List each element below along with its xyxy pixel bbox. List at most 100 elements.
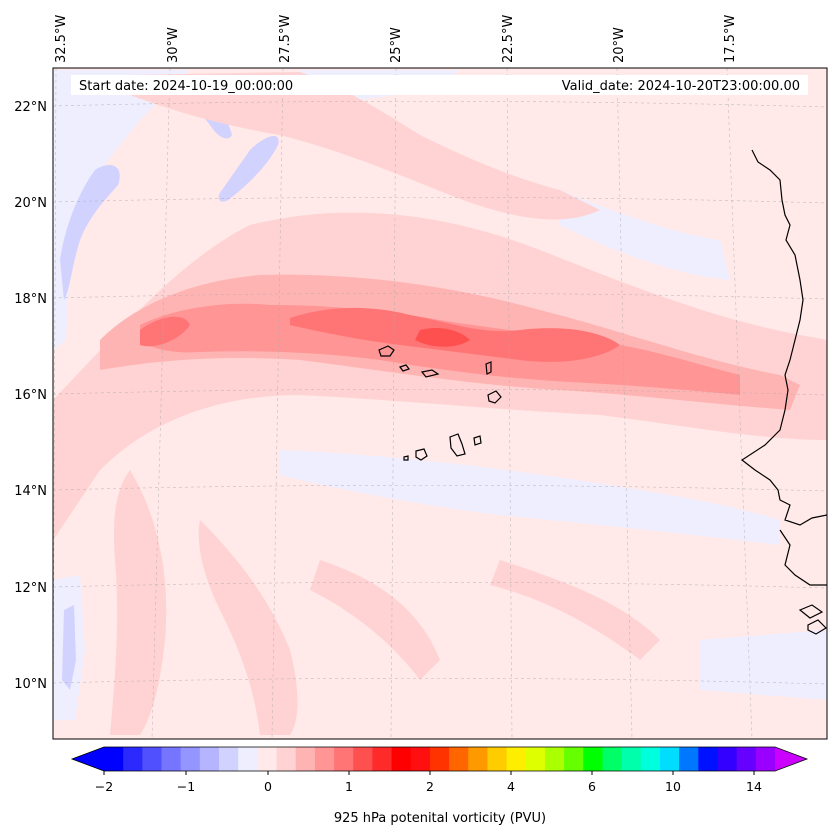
colorbar-bin <box>621 747 642 771</box>
colorbar-bin <box>353 747 373 771</box>
parallel-line <box>53 677 827 685</box>
colorbar-bin <box>199 747 220 771</box>
lat-label: 22°N <box>14 100 47 115</box>
pv-contour-light-pink <box>110 470 167 735</box>
meridian-line <box>151 68 171 739</box>
colorbar-bin <box>334 747 354 771</box>
colorbar-bin <box>142 747 162 771</box>
colorbar-bin <box>564 747 584 771</box>
pv-contour-core <box>415 328 470 347</box>
africa-coastline <box>798 604 824 619</box>
coastlines <box>378 149 827 635</box>
cb-tick-label: −1 <box>177 779 195 794</box>
colorbar-bin <box>123 747 143 771</box>
colorbar-bin <box>468 747 488 771</box>
cb-tick-label: −2 <box>95 779 113 794</box>
pv-contour-blue <box>218 135 279 202</box>
colorbar-bin <box>487 747 507 771</box>
cape-verde-island <box>378 345 395 357</box>
colorbar-bin <box>583 747 603 771</box>
colorbar-bin <box>736 747 757 771</box>
lat-label: 14°N <box>14 484 47 499</box>
cb-tick-label: 4 <box>507 779 515 794</box>
colorbar-bin <box>679 747 699 771</box>
lon-label: 32.5°W <box>54 15 69 63</box>
date-label-box <box>71 75 808 95</box>
cape-verde-island <box>420 369 440 378</box>
colorbar-bin <box>717 747 738 771</box>
colorbar-bin <box>391 747 412 771</box>
colorbar-bin <box>238 747 258 771</box>
cape-verde-island <box>487 390 502 404</box>
africa-coastline <box>807 619 827 635</box>
cape-verde-island <box>415 448 428 461</box>
lat-label: 18°N <box>14 292 47 307</box>
lon-label: 27.5°W <box>278 15 293 63</box>
lon-label: 17.5°W <box>723 15 738 63</box>
lat-label: 10°N <box>14 677 47 692</box>
colorbar-bin <box>295 747 316 771</box>
graticule <box>53 68 827 739</box>
cb-tick-label: 10 <box>665 779 681 794</box>
meridian-line <box>506 68 513 739</box>
cb-tick-label: 6 <box>588 779 596 794</box>
colorbar-bin <box>219 747 239 771</box>
parallel-line <box>53 196 827 204</box>
cb-tick-label: 2 <box>426 779 434 794</box>
colorbar-bin <box>410 747 431 771</box>
start-date-label: Start date: 2024-10-19_00:00:00 <box>79 79 293 94</box>
colorbar-bins <box>104 747 776 771</box>
colorbar-bin <box>104 747 124 771</box>
lon-label: 20°W <box>612 27 627 63</box>
meridian-line <box>271 68 284 739</box>
colorbar-under-arrow <box>72 747 104 771</box>
cape-verde-island <box>399 364 410 372</box>
pv-contour-light-blue <box>280 450 780 545</box>
colorbar-bin <box>276 747 297 771</box>
valid-date-label: Valid_date: 2024-10-20T23:00:00.00 <box>562 79 800 94</box>
colorbar-bin <box>314 747 335 771</box>
cape-verde-island <box>449 433 466 457</box>
parallel-line <box>53 100 827 108</box>
africa-coastline <box>740 149 827 526</box>
colorbar-over-arrow <box>775 747 807 771</box>
cape-verde-island <box>485 361 492 375</box>
pv-contour-light-pink <box>490 560 660 660</box>
parallel-line <box>53 292 827 300</box>
colorbar-bin <box>180 747 201 771</box>
colorbar-label: 925 hPa potenital vorticity (PVU) <box>334 811 546 826</box>
pv-contour-deep-red <box>140 316 190 347</box>
africa-coastline <box>779 529 827 586</box>
colorbar-bin <box>640 747 661 771</box>
lat-label: 12°N <box>14 581 47 596</box>
longitude-labels: 32.5°W 30°W 27.5°W 25°W 22.5°W 20°W 17.5… <box>54 15 738 63</box>
colorbar-bin <box>698 747 718 771</box>
pv-contour-light-pink <box>130 72 600 220</box>
lat-label: 20°N <box>14 196 47 211</box>
parallel-line <box>53 581 827 589</box>
latitude-labels: 22°N 20°N 18°N 16°N 14°N 12°N 10°N <box>14 100 47 692</box>
parallel-line <box>53 484 827 492</box>
cb-tick-label: 0 <box>264 779 272 794</box>
colorbar-bin <box>755 747 776 771</box>
colorbar: −2 −1 0 1 2 4 6 10 14 925 hPa potenital … <box>70 746 809 826</box>
meridian-line <box>616 68 633 739</box>
colorbar-bin <box>544 747 565 771</box>
lat-label: 16°N <box>14 388 47 403</box>
colorbar-bin <box>161 747 182 771</box>
map-frame <box>52 67 828 740</box>
lon-label: 22.5°W <box>501 15 516 63</box>
pv-contour-light-blue <box>700 630 827 700</box>
pv-contour-light-pink <box>310 560 440 680</box>
colorbar-ticks: −2 −1 0 1 2 4 6 10 14 <box>95 771 762 794</box>
cb-tick-label: 14 <box>746 779 762 794</box>
colorbar-bin <box>257 747 277 771</box>
pv-contour-blue <box>60 165 120 300</box>
colorbar-bin <box>449 747 469 771</box>
colorbar-bin <box>525 747 546 771</box>
cape-verde-island <box>403 455 409 461</box>
lon-label: 30°W <box>166 27 181 63</box>
pv-contour-blue <box>62 605 76 690</box>
map-panel: Start date: 2024-10-19_00:00:00 Valid_da… <box>53 68 827 739</box>
pv-contour-light-blue <box>560 190 730 280</box>
